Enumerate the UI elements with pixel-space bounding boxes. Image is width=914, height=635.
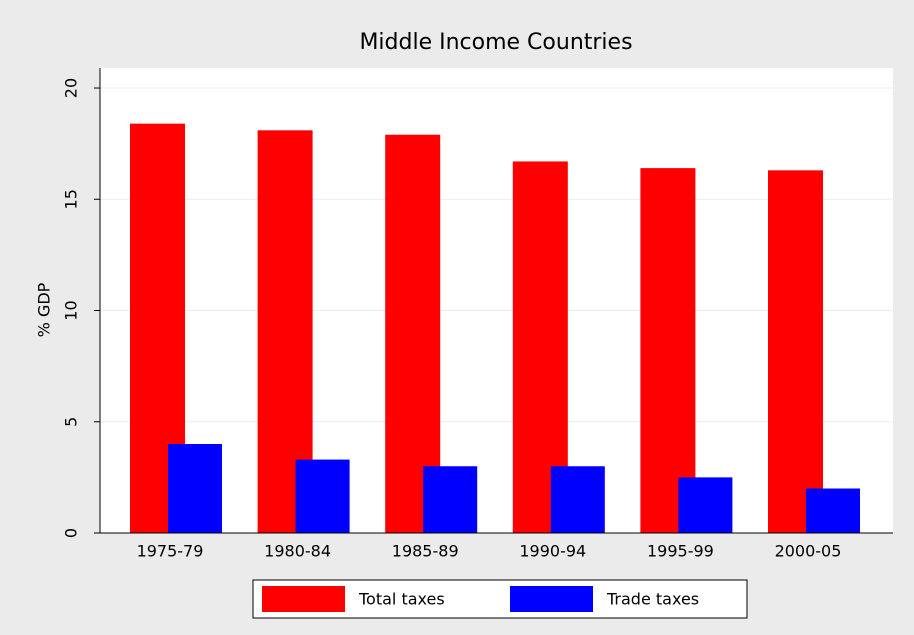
x-tick-label: 1980-84 <box>264 542 331 561</box>
chart-title: Middle Income Countries <box>359 30 632 55</box>
y-tick-label: 15 <box>62 189 81 209</box>
bar <box>768 170 823 534</box>
bar <box>423 466 478 533</box>
x-tick-label: 1975-79 <box>137 542 204 561</box>
bar <box>640 168 696 533</box>
bar <box>295 459 350 533</box>
x-tick-label: 2000-05 <box>775 542 842 561</box>
bar <box>168 444 222 533</box>
legend-swatch <box>510 586 593 612</box>
legend-label: Trade taxes <box>606 590 699 609</box>
y-tick-label: 0 <box>62 528 81 538</box>
x-tick-label: 1995-99 <box>647 542 714 561</box>
legend-swatch <box>262 586 345 612</box>
bar <box>806 488 860 533</box>
legend-label: Total taxes <box>358 590 445 609</box>
x-tick-label: 1985-89 <box>392 542 459 561</box>
y-tick-label: 10 <box>62 300 81 320</box>
y-tick-label: 20 <box>62 78 81 98</box>
plot-area <box>100 68 893 533</box>
y-axis-label: % GDP <box>35 282 54 337</box>
bar <box>550 466 605 533</box>
x-tick-label: 1990-94 <box>519 542 586 561</box>
y-tick-label: 5 <box>62 417 81 427</box>
bar <box>678 477 733 533</box>
